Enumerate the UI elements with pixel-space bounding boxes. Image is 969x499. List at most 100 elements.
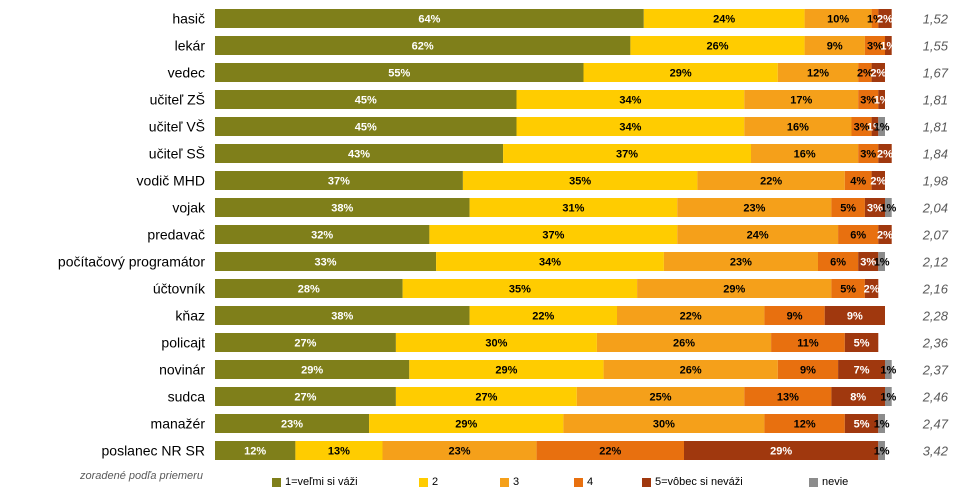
data-label: 29% <box>495 365 517 377</box>
bar-segment <box>603 360 778 379</box>
data-label: 3% <box>860 149 876 161</box>
legend-swatch <box>500 477 509 487</box>
mean-value: 2,36 <box>922 336 949 351</box>
bar-segment <box>824 306 885 325</box>
mean-value: 2,47 <box>922 417 949 432</box>
data-label: 23% <box>449 446 471 458</box>
category-label: hasič <box>172 11 205 27</box>
bar-segment <box>771 333 845 352</box>
mean-value: 1,55 <box>923 39 949 54</box>
category-label: manažér <box>151 416 206 432</box>
data-label: 26% <box>680 365 702 377</box>
mean-value: 1,67 <box>923 66 949 81</box>
data-label: 9% <box>847 311 863 323</box>
category-label: účtovník <box>153 281 206 297</box>
bar-segment <box>744 117 852 136</box>
category-label: sudca <box>168 389 206 405</box>
bar-segment <box>858 252 879 271</box>
category-label: lekár <box>175 38 206 54</box>
mean-value: 2,28 <box>922 309 949 324</box>
bar-segment <box>596 333 772 352</box>
mean-value: 2,16 <box>922 282 949 297</box>
data-label: 37% <box>328 176 350 188</box>
data-label: 2% <box>877 149 893 161</box>
bar-segment <box>864 36 885 55</box>
bar-segment <box>516 90 745 109</box>
category-label: kňaz <box>175 308 205 324</box>
bar-segment <box>804 9 872 28</box>
bar-segment <box>744 90 859 109</box>
data-label: 1% <box>874 257 890 269</box>
bar-segment <box>583 63 778 82</box>
bar-segment <box>576 387 745 406</box>
data-label: 3% <box>854 122 870 134</box>
bar-segment <box>844 414 879 433</box>
legend-swatch <box>809 477 818 487</box>
data-label: 34% <box>539 257 561 269</box>
bar-segment <box>858 144 879 163</box>
bar-segment <box>751 144 859 163</box>
bar-segment <box>838 360 885 379</box>
category-label: policajt <box>161 335 205 351</box>
bar-segment <box>503 144 751 163</box>
bar-segment <box>215 144 504 163</box>
data-label: 5% <box>840 203 856 215</box>
bar-segment <box>804 36 865 55</box>
data-label: 4% <box>850 176 866 188</box>
legend-label: nevie <box>822 476 849 488</box>
data-label: 38% <box>331 203 353 215</box>
data-label: 30% <box>653 419 675 431</box>
legend-swatch <box>272 477 281 487</box>
data-label: 1% <box>880 365 896 377</box>
data-label: 29% <box>301 365 323 377</box>
category-label: vodič MHD <box>137 173 205 189</box>
bar-segment <box>844 171 872 190</box>
data-label: 2% <box>857 68 873 80</box>
category-label: predavač <box>147 227 205 243</box>
data-label: 34% <box>619 122 641 134</box>
bar-segment <box>878 117 885 136</box>
bar-segment <box>215 306 470 325</box>
bar-segment <box>469 198 678 217</box>
category-label: učiteľ ZŠ <box>150 92 205 108</box>
mean-value: 2,46 <box>922 390 949 405</box>
bar-segment <box>885 360 892 379</box>
data-label: 35% <box>509 284 531 296</box>
data-label: 32% <box>311 230 333 242</box>
bar-segment <box>516 117 745 136</box>
bar-segment <box>878 144 892 163</box>
bar-segment <box>871 9 879 28</box>
bar-segment <box>744 387 832 406</box>
data-label: 1% <box>874 122 890 134</box>
data-label: 9% <box>827 41 843 53</box>
data-label: 12% <box>244 446 266 458</box>
bar-segment <box>858 63 872 82</box>
bar-segment <box>844 333 879 352</box>
bar-segment <box>838 225 879 244</box>
bar-segment <box>643 9 805 28</box>
bar-segment <box>295 441 383 460</box>
data-label: 8% <box>850 392 866 404</box>
bar-segment <box>885 36 892 55</box>
mean-value: 1,52 <box>923 12 949 27</box>
bar-segment <box>215 441 296 460</box>
data-label: 1% <box>874 419 890 431</box>
legend-label: 1=veľmi si váži <box>285 476 358 488</box>
data-label: 22% <box>760 176 782 188</box>
bar-segment <box>382 441 537 460</box>
bar-segment <box>215 252 437 271</box>
data-label: 3% <box>867 203 883 215</box>
data-label: 27% <box>294 392 316 404</box>
bar-segment <box>878 225 892 244</box>
data-label: 2% <box>870 68 886 80</box>
bar-segment <box>215 279 403 298</box>
data-label: 45% <box>355 122 377 134</box>
data-label: 24% <box>713 14 735 26</box>
mean-value: 3,42 <box>923 444 949 459</box>
bar-segment <box>831 198 865 217</box>
category-label: poslanec NR SR <box>102 443 206 459</box>
bar-segment <box>871 171 885 190</box>
bar-segment <box>617 306 765 325</box>
bar-segment <box>215 171 463 190</box>
legend-label: 5=vôbec si neváži <box>655 476 743 488</box>
